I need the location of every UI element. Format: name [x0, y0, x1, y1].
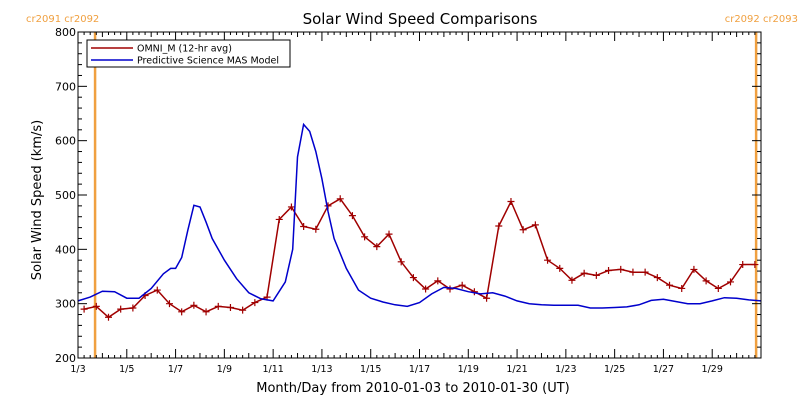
data-point: [397, 258, 405, 266]
data-point: [592, 271, 600, 279]
y-tick-label: 500: [55, 189, 76, 202]
data-point: [458, 281, 466, 289]
data-point: [348, 212, 356, 220]
data-point: [312, 225, 320, 233]
x-tick-label: 1/29: [702, 364, 723, 375]
plot-frame: [77, 31, 762, 359]
y-tick-label: 600: [55, 135, 76, 148]
legend-label-omni: OMNI_M (12-hr avg): [137, 44, 232, 55]
data-point: [239, 306, 247, 314]
data-point: [727, 278, 735, 286]
rotation-marker-label: cr2092 cr2093: [725, 14, 798, 25]
series-line-1: [77, 122, 762, 309]
legend-box: [86, 39, 291, 68]
data-point: [678, 284, 686, 292]
data-point: [434, 277, 442, 285]
data-point: [702, 277, 710, 285]
x-tick-label: 1/9: [217, 364, 232, 375]
data-point: [361, 233, 369, 241]
data-point: [409, 274, 417, 282]
legend-label-mas: Predictive Science MAS Model: [137, 56, 279, 67]
data-point: [629, 268, 637, 276]
y-tick-label: 700: [55, 80, 76, 93]
data-point: [666, 281, 674, 289]
data-point: [653, 274, 661, 282]
data-point: [104, 313, 112, 321]
rotation-marker-label: cr2091 cr2092: [26, 14, 99, 25]
data-point: [483, 294, 491, 302]
y-tick-label: 400: [55, 243, 76, 256]
x-tick-label: 1/15: [360, 364, 381, 375]
data-point: [641, 268, 649, 276]
data-point: [202, 308, 210, 316]
data-point: [178, 308, 186, 316]
data-point: [275, 215, 283, 223]
data-point: [714, 284, 722, 292]
series-layer: [77, 122, 762, 321]
data-point: [92, 302, 100, 310]
chart-title: Solar Wind Speed Comparisons: [303, 10, 538, 28]
x-tick-label: 1/13: [311, 364, 332, 375]
x-tick-label: 1/7: [168, 364, 183, 375]
y-tick-label: 800: [55, 26, 76, 39]
data-point: [568, 276, 576, 284]
data-point: [519, 226, 527, 234]
data-point: [617, 265, 625, 273]
data-point: [336, 195, 344, 203]
data-point: [251, 299, 259, 307]
data-point: [385, 230, 393, 238]
legend: OMNI_M (12-hr avg) Predictive Science MA…: [86, 39, 291, 68]
data-point: [80, 305, 88, 313]
data-point: [117, 305, 125, 313]
x-tick-label: 1/11: [262, 364, 283, 375]
data-point: [422, 285, 430, 293]
data-point: [190, 301, 198, 309]
y-tick-label: 200: [55, 352, 76, 365]
data-point: [544, 256, 552, 264]
y-axis-label: Solar Wind Speed (km/s): [30, 120, 45, 280]
data-point: [373, 243, 381, 251]
data-point: [129, 304, 137, 312]
data-point: [226, 303, 234, 311]
data-point: [153, 286, 161, 294]
data-point: [214, 302, 222, 310]
x-axis-label: Month/Day from 2010-01-03 to 2010-01-30 …: [256, 381, 569, 396]
data-point: [495, 222, 503, 230]
axes-layer: 200 300 400 500 600 700 800 1/3 1/5 1/7 1/9 1/11 1/1…: [55, 26, 762, 375]
x-tick-label: 1/17: [409, 364, 430, 375]
data-point: [751, 261, 759, 269]
data-point: [165, 300, 173, 308]
data-point: [739, 261, 747, 269]
x-tick-label: 1/25: [604, 364, 625, 375]
data-point: [507, 198, 515, 206]
x-tick-label: 1/5: [119, 364, 134, 375]
data-point: [690, 265, 698, 273]
x-tick-label: 1/21: [506, 364, 527, 375]
data-point: [287, 203, 295, 211]
x-tick-label: 1/23: [555, 364, 576, 375]
x-tick-label: 1/3: [70, 364, 85, 375]
x-tick-label: 1/19: [458, 364, 479, 375]
data-point: [531, 221, 539, 229]
y-tick-label: 300: [55, 298, 76, 311]
data-point: [580, 269, 588, 277]
x-tick-label: 1/27: [653, 364, 674, 375]
data-point: [446, 285, 454, 293]
data-point: [556, 264, 564, 272]
data-point: [605, 267, 613, 275]
data-point: [300, 223, 308, 231]
